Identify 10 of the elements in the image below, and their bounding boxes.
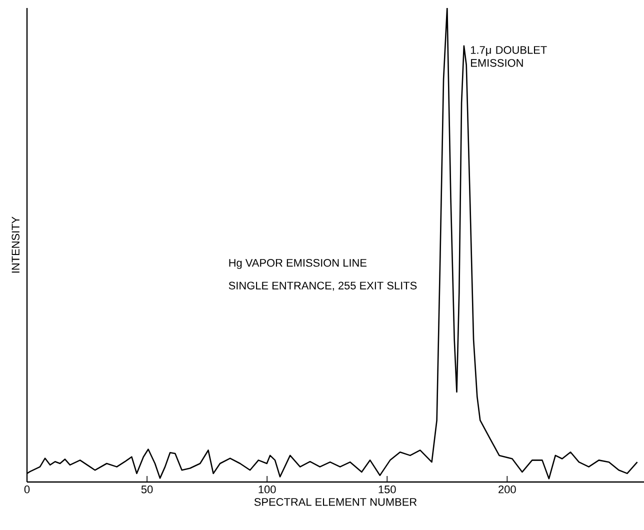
annotation: 1.7μ DOUBLET EMISSION — [470, 46, 547, 67]
x-tick-label: 0 — [24, 486, 30, 494]
x-tick-label: 50 — [141, 486, 153, 494]
x-tick-label: 100 — [258, 486, 276, 494]
x-tick-label: 200 — [498, 486, 516, 494]
annotation: SINGLE ENTRANCE, 255 EXIT SLITS — [228, 282, 417, 291]
annotation: Hg VAPOR EMISSION LINE — [229, 258, 367, 269]
y-axis-title: INTENSITY — [12, 216, 20, 273]
x-axis-title: SPECTRAL ELEMENT NUMBER — [254, 498, 417, 506]
x-tick-label: 150 — [378, 486, 396, 494]
